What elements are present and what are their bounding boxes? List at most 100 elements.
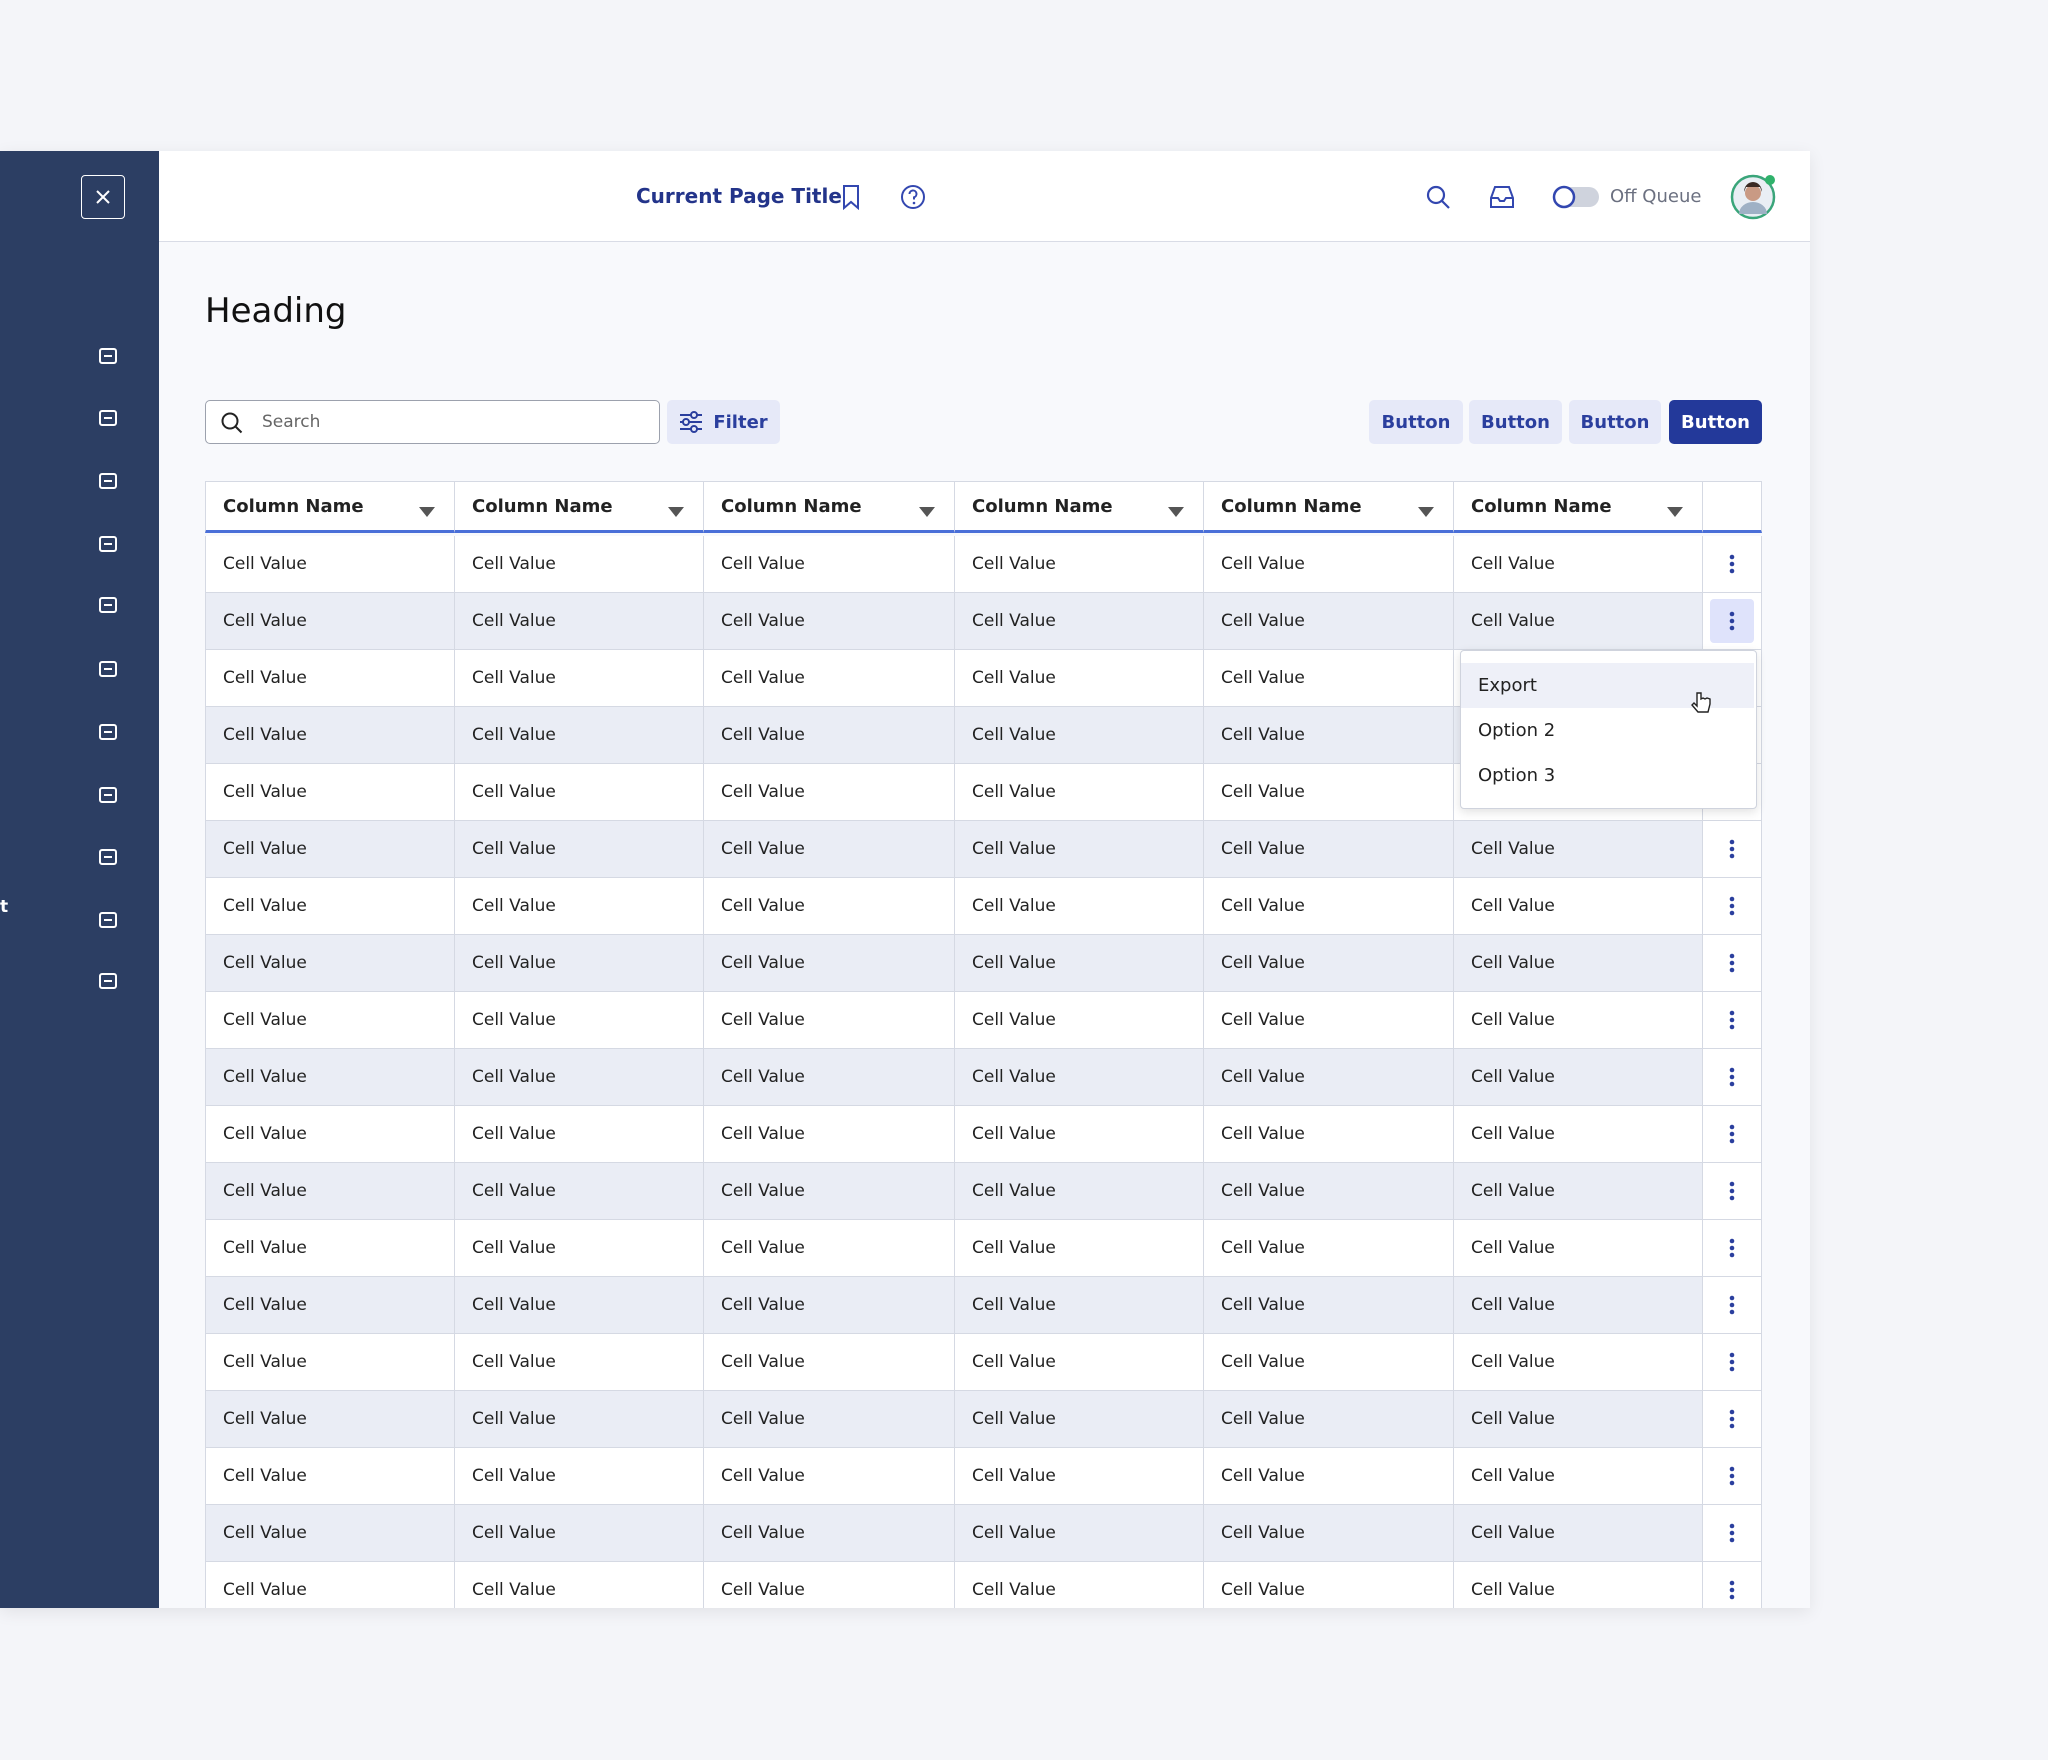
- row-actions[interactable]: [1703, 1106, 1762, 1163]
- row-actions[interactable]: [1703, 1505, 1762, 1562]
- nav-icon[interactable]: [97, 721, 119, 743]
- menu-item[interactable]: Option 3: [1478, 765, 1556, 786]
- filter-icon: [680, 411, 703, 433]
- table-cell: Cell Value: [1204, 1391, 1454, 1448]
- row-actions[interactable]: [1703, 1049, 1762, 1106]
- row-actions[interactable]: [1703, 1220, 1762, 1277]
- kebab: [1710, 1454, 1754, 1498]
- table-cell: Cell Value: [455, 1505, 704, 1562]
- table-cell: Cell Value: [704, 1391, 955, 1448]
- column-header: [1703, 481, 1762, 533]
- table-cell: Cell Value: [205, 1049, 455, 1106]
- table-cell: Cell Value: [1204, 650, 1454, 707]
- help-icon[interactable]: [900, 184, 926, 210]
- nav-icon[interactable]: [97, 407, 119, 429]
- row-actions[interactable]: [1703, 1391, 1762, 1448]
- bookmark-icon[interactable]: [839, 184, 863, 210]
- nav-icon[interactable]: [97, 970, 119, 992]
- nav-icon[interactable]: [97, 784, 119, 806]
- table-cell: Cell Value: [1204, 1049, 1454, 1106]
- nav-icon[interactable]: [97, 658, 119, 680]
- row-actions[interactable]: [1703, 1448, 1762, 1505]
- table-cell: Cell Value: [1454, 1049, 1703, 1106]
- nav-icon-glyph: [99, 348, 117, 364]
- table-cell: Cell Value: [1454, 878, 1703, 935]
- filter-button[interactable]: Filter: [667, 400, 780, 444]
- table-cell: Cell Value: [455, 707, 704, 764]
- table-cell: Cell Value: [955, 992, 1204, 1049]
- nav-icon[interactable]: [97, 345, 119, 367]
- row-actions[interactable]: [1703, 1277, 1762, 1334]
- table-cell: Cell Value: [1204, 1334, 1454, 1391]
- table-cell: Cell Value: [455, 878, 704, 935]
- avatar[interactable]: [1729, 172, 1779, 222]
- data-table: Column Name Column Name Column Name Column …: [205, 481, 1762, 1608]
- row-actions[interactable]: [1703, 878, 1762, 935]
- search-placeholder: Search: [262, 412, 321, 432]
- action-button[interactable]: Button: [1569, 400, 1661, 444]
- kebab: [1710, 998, 1754, 1042]
- column-header[interactable]: Column Name: [704, 481, 955, 533]
- search-icon[interactable]: [1425, 184, 1453, 212]
- table-cell: Cell Value: [704, 1220, 955, 1277]
- table-cell: Cell Value: [205, 1106, 455, 1163]
- table-cell: Cell Value: [955, 1106, 1204, 1163]
- row-actions[interactable]: [1703, 1562, 1762, 1608]
- row-actions[interactable]: [1703, 536, 1762, 593]
- column-header[interactable]: Column Name: [955, 481, 1204, 533]
- table-cell: Cell Value: [1204, 992, 1454, 1049]
- search-box[interactable]: Search: [205, 400, 660, 444]
- row-actions[interactable]: [1703, 935, 1762, 992]
- table-cell: Cell Value: [455, 821, 704, 878]
- action-button[interactable]: Button: [1369, 400, 1463, 444]
- column-header[interactable]: Column Name: [205, 481, 455, 533]
- queue-toggle[interactable]: [1552, 184, 1600, 210]
- table-cell: Cell Value: [455, 536, 704, 593]
- action-button[interactable]: Button: [1469, 400, 1562, 444]
- table-cell: Cell Value: [205, 707, 455, 764]
- sort-arrow: [1417, 502, 1435, 523]
- table-cell: Cell Value: [1454, 536, 1703, 593]
- nav-icon[interactable]: [97, 594, 119, 616]
- table-cell: Cell Value: [205, 1505, 455, 1562]
- row-actions[interactable]: [1703, 1334, 1762, 1391]
- table-cell: Cell Value: [704, 992, 955, 1049]
- table-cell: Cell Value: [1204, 935, 1454, 992]
- row-actions[interactable]: [1703, 821, 1762, 878]
- nav-icon[interactable]: [97, 846, 119, 868]
- column-header[interactable]: Column Name: [1454, 481, 1703, 533]
- row-actions[interactable]: [1703, 1163, 1762, 1220]
- row-actions[interactable]: [1703, 593, 1762, 650]
- table-cell: Cell Value: [955, 707, 1204, 764]
- column-header[interactable]: Column Name: [1204, 481, 1454, 533]
- close-button[interactable]: [81, 175, 125, 219]
- nav-icon[interactable]: [97, 533, 119, 555]
- nav-icon-glyph: [99, 536, 117, 552]
- column-name: Column Name: [472, 495, 613, 517]
- table-cell: Cell Value: [1454, 992, 1703, 1049]
- table-cell: Cell Value: [1454, 1334, 1703, 1391]
- nav-icon-glyph: [99, 661, 117, 677]
- column-header[interactable]: Column Name: [455, 481, 704, 533]
- table-cell: Cell Value: [205, 878, 455, 935]
- action-button[interactable]: Button: [1669, 400, 1762, 444]
- kebab: [1710, 599, 1754, 643]
- table-cell: Cell Value: [205, 1391, 455, 1448]
- column-name: Column Name: [1471, 495, 1612, 517]
- filter-label: Filter: [713, 411, 768, 433]
- nav-icon[interactable]: [97, 470, 119, 492]
- table-cell: Cell Value: [455, 992, 704, 1049]
- app-frame: t Current Page Title Off Queue Heading S…: [0, 151, 1810, 1608]
- nav-icon[interactable]: [97, 909, 119, 931]
- table-cell: Cell Value: [205, 764, 455, 821]
- table-cell: Cell Value: [205, 1277, 455, 1334]
- table-cell: Cell Value: [455, 1334, 704, 1391]
- menu-item[interactable]: Option 2: [1478, 720, 1556, 741]
- table-cell: Cell Value: [1204, 1448, 1454, 1505]
- menu-item[interactable]: Export: [1461, 663, 1754, 708]
- inbox-icon[interactable]: [1488, 184, 1516, 210]
- row-actions[interactable]: [1703, 992, 1762, 1049]
- table-cell: Cell Value: [1204, 707, 1454, 764]
- table-cell: Cell Value: [704, 821, 955, 878]
